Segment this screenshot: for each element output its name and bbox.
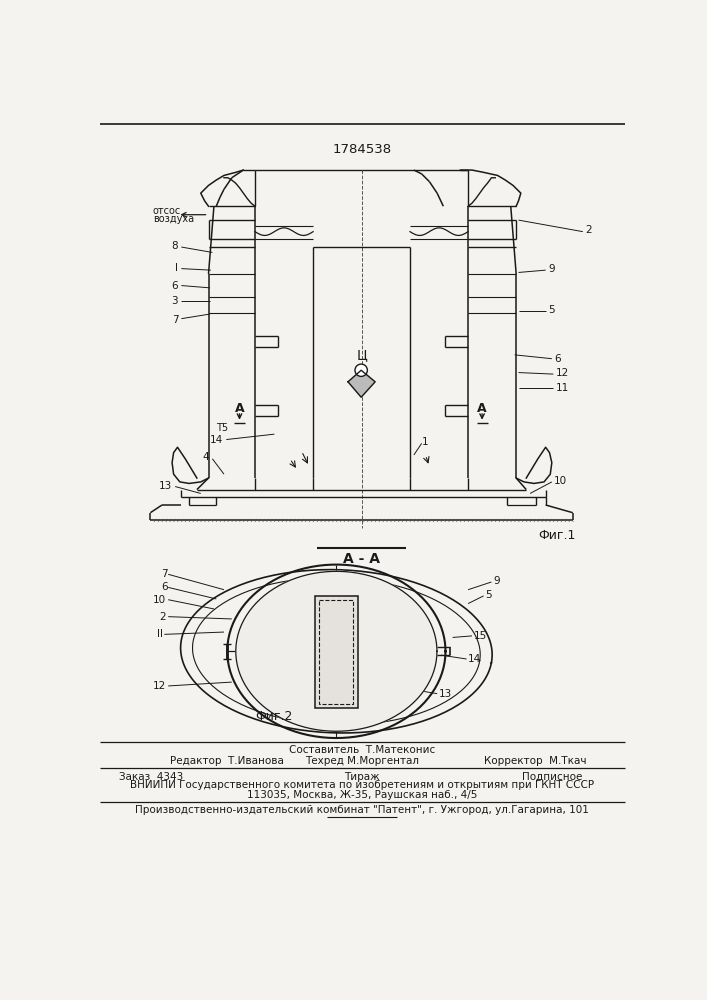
Text: воздуха: воздуха — [153, 214, 194, 224]
Text: 9: 9 — [548, 264, 554, 274]
Text: Тираж: Тираж — [344, 772, 380, 782]
Text: 6: 6 — [160, 582, 168, 592]
Text: 2: 2 — [585, 225, 592, 235]
Text: Техред М.Моргентал: Техред М.Моргентал — [305, 756, 419, 766]
Text: 9: 9 — [493, 576, 500, 586]
Text: 13: 13 — [438, 689, 452, 699]
Polygon shape — [236, 571, 437, 731]
Text: 10: 10 — [153, 595, 166, 605]
Text: 1784538: 1784538 — [332, 143, 392, 156]
Text: 2: 2 — [159, 612, 166, 622]
Text: Фиг.2: Фиг.2 — [255, 710, 293, 723]
Text: I: I — [175, 263, 178, 273]
Text: 6: 6 — [172, 281, 178, 291]
Text: 12: 12 — [153, 681, 166, 691]
Text: Т5: Т5 — [216, 423, 228, 433]
Text: 8: 8 — [172, 241, 178, 251]
Text: отсос: отсос — [153, 206, 181, 216]
Text: 6: 6 — [554, 354, 561, 364]
Circle shape — [355, 364, 368, 376]
Text: 113035, Москва, Ж-35, Раушская наб., 4/5: 113035, Москва, Ж-35, Раушская наб., 4/5 — [247, 790, 477, 800]
Text: 14: 14 — [468, 654, 481, 664]
Text: 10: 10 — [554, 476, 567, 486]
Text: Заказ  4343: Заказ 4343 — [119, 772, 184, 782]
Bar — [320, 600, 354, 704]
Text: 14: 14 — [210, 435, 223, 445]
Text: 7: 7 — [172, 315, 178, 325]
Polygon shape — [348, 370, 375, 397]
Text: А: А — [477, 402, 487, 415]
Text: 13: 13 — [159, 481, 172, 491]
Text: Производственно-издательский комбинат "Патент", г. Ужгород, ул.Гагарина, 101: Производственно-издательский комбинат "П… — [135, 805, 589, 815]
Bar — [315, 596, 358, 708]
Text: 12: 12 — [556, 368, 569, 378]
Text: 7: 7 — [160, 569, 168, 579]
Text: 3: 3 — [172, 296, 178, 306]
Text: 5: 5 — [548, 305, 554, 315]
Text: Ц: Ц — [356, 348, 368, 362]
Text: ВНИИПИ Государственного комитета по изобретениям и открытиям при ГКНТ СССР: ВНИИПИ Государственного комитета по изоб… — [130, 780, 594, 790]
Text: 4: 4 — [203, 452, 209, 462]
Text: II: II — [157, 629, 163, 639]
Text: Подписное: Подписное — [522, 772, 583, 782]
Text: А: А — [235, 402, 245, 415]
Text: 11: 11 — [556, 383, 569, 393]
Text: Редактор  Т.Иванова: Редактор Т.Иванова — [170, 756, 284, 766]
Text: 15: 15 — [474, 631, 487, 641]
Text: Корректор  М.Ткач: Корректор М.Ткач — [484, 756, 586, 766]
Text: Фиг.1: Фиг.1 — [538, 529, 575, 542]
Text: А - А: А - А — [344, 552, 380, 566]
Text: 5: 5 — [485, 590, 492, 600]
Text: Составитель  Т.Матеконис: Составитель Т.Матеконис — [289, 745, 435, 755]
Text: 1: 1 — [421, 437, 428, 447]
